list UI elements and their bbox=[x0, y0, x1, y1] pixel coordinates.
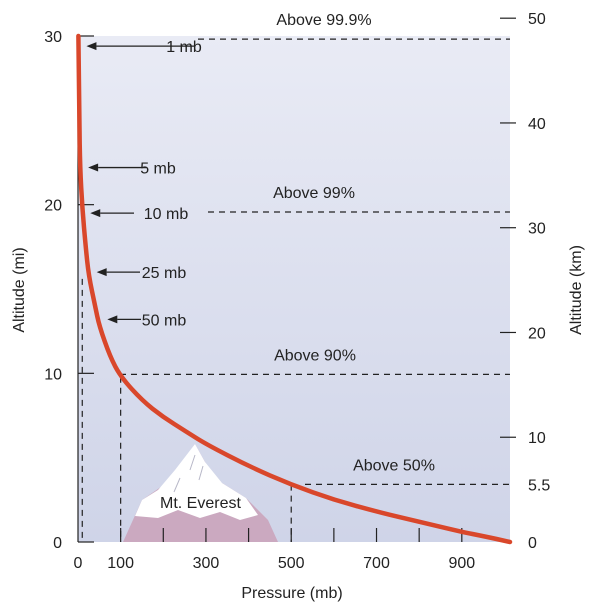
x-tick-label: 900 bbox=[448, 555, 475, 572]
mass-level-label: Above 90% bbox=[274, 347, 356, 364]
mountain-ridges bbox=[173, 454, 204, 493]
plot-background bbox=[78, 36, 510, 542]
y-right-tick-label: 10 bbox=[528, 430, 546, 447]
pressure-arrow-head bbox=[107, 315, 118, 324]
y-left-tick-label: 10 bbox=[44, 366, 62, 383]
x-tick-label: 300 bbox=[193, 555, 220, 572]
annotations: Above 99.9% Above 99% Above 90% Above 50% 1 … bbox=[86, 12, 435, 474]
y-axis-right-title: Altitude (km) bbox=[568, 245, 585, 335]
landmark-label: Mt. Everest bbox=[160, 495, 241, 512]
y-right-tick-label: 0 bbox=[528, 535, 537, 552]
y-left-tick-label: 20 bbox=[44, 198, 62, 215]
x-axis-title: Pressure (mb) bbox=[241, 585, 342, 602]
x-tick-label: 100 bbox=[107, 555, 134, 572]
mountain-snow bbox=[135, 444, 258, 520]
pressure-arrow-head bbox=[86, 42, 97, 51]
y-left-tick-label: 30 bbox=[44, 29, 62, 46]
pressure-label: 50 mb bbox=[142, 312, 187, 329]
pressure-arrow-head bbox=[90, 209, 101, 218]
pressure-arrow-head bbox=[96, 268, 107, 277]
x-tick-label: 0 bbox=[74, 555, 83, 572]
pressure-arrow-head bbox=[88, 163, 99, 172]
mass-level-label: Above 99% bbox=[273, 185, 355, 202]
pressure-label: 10 mb bbox=[144, 206, 189, 223]
mass-level-label: Above 50% bbox=[353, 457, 435, 474]
x-tick-label: 500 bbox=[278, 555, 305, 572]
y-right-tick-label: 5.5 bbox=[528, 477, 550, 494]
y-right-tick-label: 50 bbox=[528, 11, 546, 28]
pressure-curve-group bbox=[76, 33, 513, 545]
pressure-curve-line bbox=[76, 33, 513, 545]
pressure-label: 25 mb bbox=[142, 265, 187, 282]
x-tick-label: 700 bbox=[363, 555, 390, 572]
y-right-tick-label: 40 bbox=[528, 116, 546, 133]
y-right-tick-label: 30 bbox=[528, 221, 546, 238]
y-left-tick-label: 0 bbox=[53, 535, 62, 552]
pressure-label: 1 mb bbox=[166, 39, 202, 56]
pressure-label: 5 mb bbox=[140, 161, 176, 178]
mountain-layer: Mt. Everest bbox=[123, 444, 278, 542]
y-right-tick-label: 20 bbox=[528, 325, 546, 342]
y-axis-left-title: Altitude (mi) bbox=[11, 247, 28, 332]
mass-level-label: Above 99.9% bbox=[276, 12, 371, 29]
